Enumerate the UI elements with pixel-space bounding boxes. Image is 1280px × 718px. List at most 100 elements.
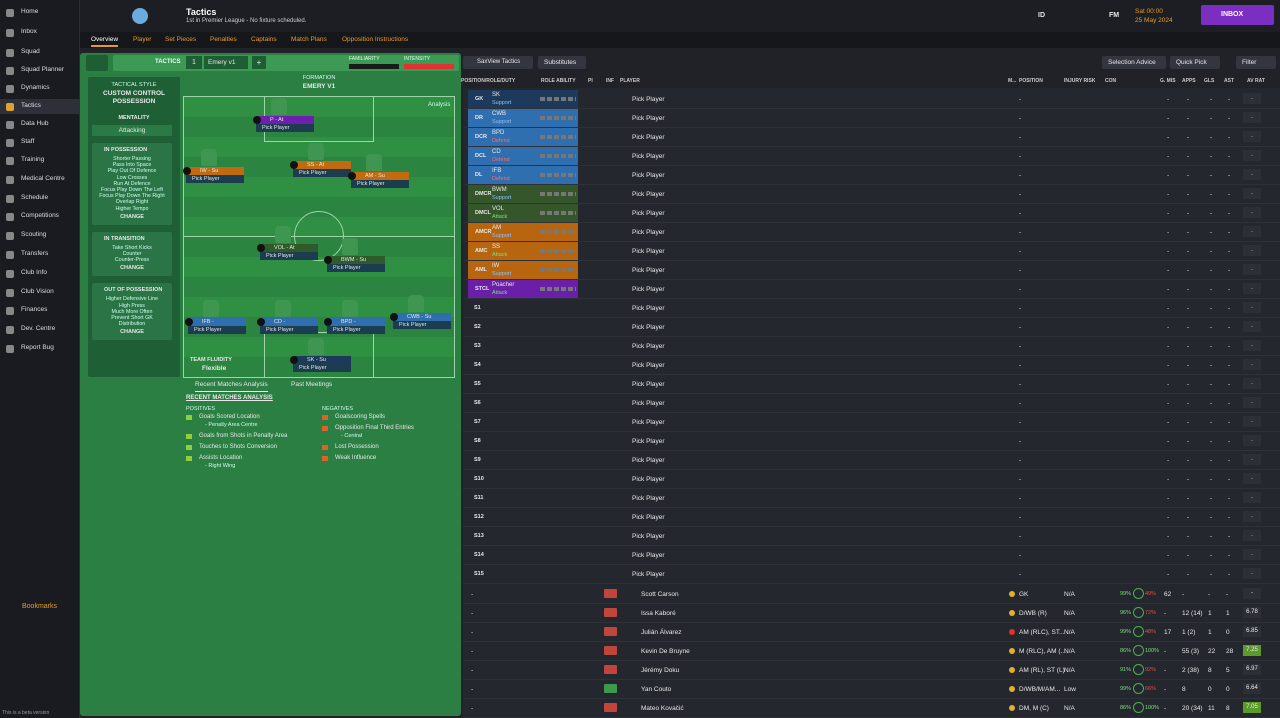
pick-player[interactable]: Pick Player — [632, 362, 665, 369]
nav-item[interactable]: Competitions — [21, 212, 59, 219]
column-header[interactable]: ROLE ABILITY — [541, 78, 576, 84]
analysis-tab[interactable]: Past Meetings — [291, 381, 333, 388]
nav-item[interactable]: Staff — [21, 138, 35, 145]
column-header[interactable]: PLAYER — [620, 78, 640, 84]
player-name[interactable]: Issa Kaboré — [641, 610, 676, 617]
tab[interactable]: Match Plans — [291, 36, 327, 43]
pick-player[interactable]: Pick Player — [632, 381, 665, 388]
analysis-item[interactable]: Weak Influence — [335, 455, 377, 461]
role-label[interactable]: AM - Su — [351, 172, 409, 180]
analysis-item[interactable]: Opposition Final Third Entries — [335, 425, 414, 431]
pick-player[interactable]: Pick Player — [327, 264, 385, 272]
column-header[interactable]: APPS — [1182, 78, 1196, 84]
column-header[interactable]: POSITION — [1019, 78, 1043, 84]
column-header[interactable]: GLS — [1204, 78, 1215, 84]
pick-player[interactable]: Pick Player — [393, 321, 451, 329]
tactic-slot[interactable]: 1 — [186, 56, 202, 69]
role-label[interactable]: SK - Su — [293, 356, 351, 364]
pick-player[interactable]: Pick Player — [632, 419, 665, 426]
column-header[interactable]: M... — [1008, 78, 1017, 84]
nav-item[interactable]: Squad — [21, 48, 40, 55]
analysis-item[interactable]: Goals Scored Location — [199, 414, 260, 420]
pick-player[interactable]: Pick Player — [632, 533, 665, 540]
inbox-label[interactable]: INBOX — [1221, 11, 1244, 18]
column-header[interactable]: CON — [1105, 78, 1117, 84]
collapse-button[interactable] — [86, 55, 108, 71]
nav-item[interactable]: Transfers — [21, 250, 49, 257]
bookmarks[interactable]: Bookmarks — [22, 603, 58, 610]
inbox-button[interactable] — [1201, 5, 1274, 25]
pick-player[interactable]: Pick Player — [293, 169, 351, 177]
pick-player[interactable]: Pick Player — [186, 175, 244, 183]
pick-player[interactable]: Pick Player — [632, 191, 665, 198]
nav-item[interactable]: Inbox — [21, 28, 37, 35]
role-label[interactable]: IFB - — [188, 318, 246, 326]
player-name[interactable]: Jérémy Doku — [641, 667, 680, 674]
nav-item[interactable]: Dynamics — [21, 84, 50, 91]
nav-item[interactable]: Data Hub — [21, 120, 49, 127]
player-name[interactable]: Yan Couto — [641, 686, 672, 693]
nav-item[interactable]: Club Info — [21, 269, 48, 276]
nav-item[interactable]: Training — [21, 156, 45, 163]
pick-player[interactable]: Pick Player — [632, 267, 665, 274]
pick-player[interactable]: Pick Player — [632, 115, 665, 122]
analysis-heading[interactable]: RECENT MATCHES ANALYSIS — [186, 395, 273, 401]
pick-player[interactable]: Pick Player — [632, 153, 665, 160]
pick-player[interactable]: Pick Player — [260, 252, 318, 260]
nav-item[interactable]: Report Bug — [21, 344, 54, 351]
analysis-item[interactable]: Lost Possession — [335, 444, 379, 450]
change-button[interactable]: CHANGE — [120, 265, 144, 272]
column-header[interactable]: AST — [1224, 78, 1234, 84]
nav-item[interactable]: Finances — [21, 306, 48, 313]
pick-player[interactable]: Pick Player — [632, 248, 665, 255]
pick-player[interactable]: Pick Player — [351, 180, 409, 188]
analysis-toggle[interactable]: Analysis — [428, 102, 451, 108]
pick-player[interactable]: Pick Player — [632, 172, 665, 179]
role-label[interactable]: BWM - Su — [327, 256, 385, 264]
shortcut[interactable]: FM — [1109, 12, 1120, 19]
player-name[interactable]: Julián Álvarez — [641, 629, 682, 636]
pick-player[interactable]: Pick Player — [632, 134, 665, 141]
pick-player[interactable]: Pick Player — [632, 210, 665, 217]
view-button[interactable]: SaxView Tactics — [463, 56, 533, 69]
tactic-add[interactable]: + — [252, 56, 266, 69]
tactic-name[interactable]: Emery v1 — [204, 56, 248, 69]
nav-item[interactable]: Medical Centre — [21, 175, 65, 182]
analysis-item[interactable]: Goals from Shots in Penalty Area — [199, 433, 288, 439]
tab[interactable]: Opposition Instructions — [342, 36, 409, 43]
analysis-item[interactable]: Assists Location — [199, 455, 243, 461]
column-header[interactable]: INJURY RISK — [1064, 78, 1096, 84]
role-label[interactable]: BPD - — [327, 318, 385, 326]
toolbar-button[interactable]: Filter — [1236, 56, 1276, 69]
analysis-item[interactable]: Touches to Shots Conversion — [199, 444, 278, 450]
pick-player[interactable]: Pick Player — [632, 495, 665, 502]
player-name[interactable]: Scott Carson — [641, 591, 679, 598]
nav-item[interactable]: Squad Planner — [21, 66, 65, 73]
role-label[interactable]: CD - — [260, 318, 318, 326]
pick-player[interactable]: Pick Player — [632, 438, 665, 445]
pick-player[interactable]: Pick Player — [293, 364, 351, 372]
change-button[interactable]: CHANGE — [120, 213, 144, 220]
pick-player[interactable]: Pick Player — [327, 326, 385, 334]
tab[interactable]: Player — [133, 36, 152, 43]
toolbar-button[interactable]: Quick Pick — [1170, 56, 1220, 69]
pick-player[interactable]: Pick Player — [632, 514, 665, 521]
pick-player[interactable]: Pick Player — [632, 324, 665, 331]
toolbar-button[interactable]: Selection Advice — [1102, 56, 1166, 69]
role-label[interactable]: CWB - Su — [393, 313, 451, 321]
pick-player[interactable]: Pick Player — [260, 326, 318, 334]
pick-player[interactable]: Pick Player — [632, 400, 665, 407]
nav-item[interactable]: Tactics — [21, 102, 41, 109]
player-name[interactable]: Kevin De Bruyne — [641, 648, 690, 655]
nav-item[interactable]: Schedule — [21, 194, 49, 201]
column-header[interactable]: AV RAT — [1247, 78, 1265, 84]
pick-player[interactable]: Pick Player — [632, 457, 665, 464]
column-header[interactable]: PI — [588, 78, 593, 84]
mentality[interactable]: Attacking — [92, 125, 172, 136]
role-label[interactable]: IW - Su — [186, 167, 244, 175]
pick-player[interactable]: Pick Player — [256, 124, 314, 132]
nav-item[interactable]: Club Vision — [21, 288, 54, 295]
role-label[interactable]: P - At — [256, 116, 314, 124]
column-header[interactable]: POSITION/ROLE/DUTY — [461, 78, 516, 84]
role-label[interactable]: SS - At — [293, 161, 351, 169]
